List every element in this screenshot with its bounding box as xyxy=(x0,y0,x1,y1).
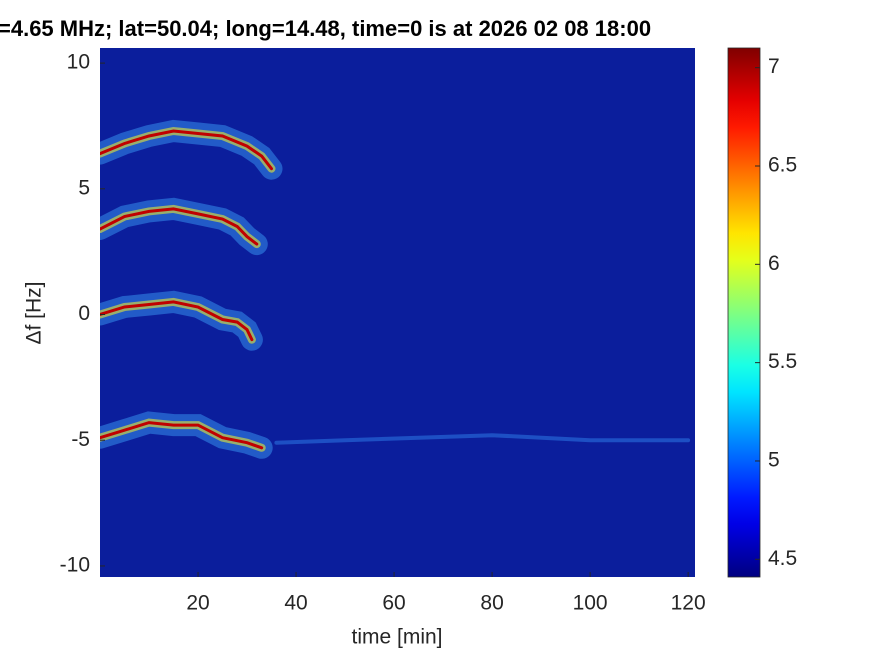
colorbar xyxy=(727,47,761,578)
y-tick-label: -5 xyxy=(71,428,90,451)
x-tick-label: 60 xyxy=(382,592,405,615)
trace xyxy=(100,207,259,246)
y-axis-label: Δf [Hz] xyxy=(23,281,46,344)
x-tick-label: 100 xyxy=(573,592,608,615)
traces xyxy=(100,119,691,459)
chart-title: =4.65 MHz; lat=50.04; long=14.48, time=0… xyxy=(0,16,651,41)
x-tick-label: 20 xyxy=(186,592,209,615)
colorbar-tick-label: 6 xyxy=(768,252,780,275)
y-tick-label: 5 xyxy=(78,176,90,199)
colorbar-tick-label: 4.5 xyxy=(768,547,797,570)
x-tick-label: 80 xyxy=(480,592,503,615)
trace xyxy=(274,433,691,445)
colorbar-tick-label: 5 xyxy=(768,449,780,472)
colorbar-tick-label: 7 xyxy=(768,55,780,78)
colorbar-tick-label: 6.5 xyxy=(768,154,797,177)
trace xyxy=(100,300,254,342)
trace xyxy=(100,129,273,171)
trace xyxy=(100,421,264,450)
x-tick-label: 40 xyxy=(284,592,307,615)
colorbar-tick-label: 5.5 xyxy=(768,350,797,373)
x-axis-label: time [min] xyxy=(351,626,442,649)
y-tick-label: 0 xyxy=(78,302,90,325)
y-tick-label: 10 xyxy=(67,51,90,74)
x-tick-label: 120 xyxy=(671,592,706,615)
y-tick-label: -10 xyxy=(60,553,90,576)
